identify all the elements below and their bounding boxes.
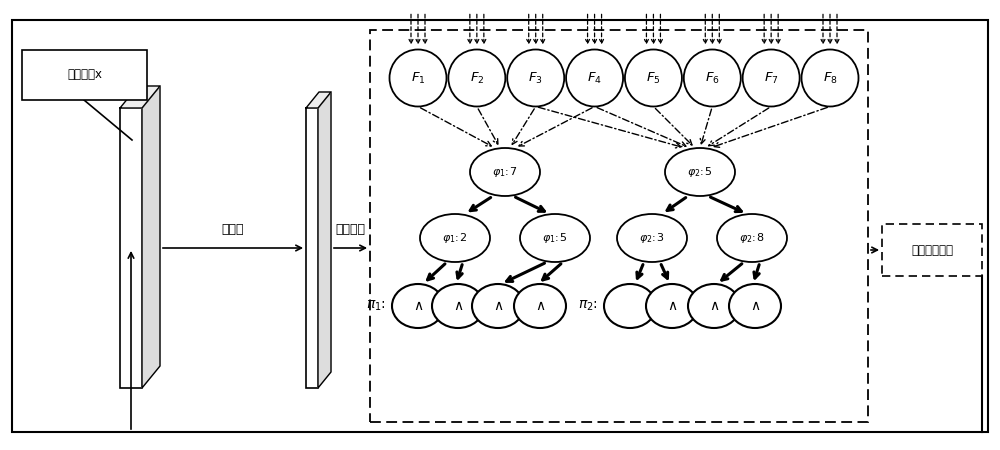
Text: $\wedge$: $\wedge$ — [493, 299, 503, 313]
Ellipse shape — [729, 284, 781, 328]
Ellipse shape — [604, 284, 656, 328]
Text: $F_7$: $F_7$ — [764, 71, 779, 86]
Bar — [882, 224, 982, 276]
Ellipse shape — [448, 50, 505, 107]
Text: $F_2$: $F_2$ — [470, 71, 484, 86]
Text: $F_8$: $F_8$ — [823, 71, 837, 86]
Ellipse shape — [472, 284, 524, 328]
Text: 全连接层: 全连接层 — [336, 223, 366, 236]
Text: 输入图像x: 输入图像x — [67, 68, 102, 81]
Bar — [370, 30, 868, 422]
Ellipse shape — [617, 214, 687, 262]
Text: $\wedge$: $\wedge$ — [750, 299, 760, 313]
Text: $\wedge$: $\wedge$ — [709, 299, 719, 313]
Polygon shape — [306, 92, 331, 108]
Text: $F_4$: $F_4$ — [587, 71, 602, 86]
Text: 自步学习框架: 自步学习框架 — [911, 243, 953, 256]
Ellipse shape — [688, 284, 740, 328]
Polygon shape — [142, 86, 160, 388]
Ellipse shape — [520, 214, 590, 262]
Text: $F_6$: $F_6$ — [705, 71, 720, 86]
Text: $\varphi_1\!:\!5$: $\varphi_1\!:\!5$ — [542, 231, 568, 245]
Ellipse shape — [717, 214, 787, 262]
Ellipse shape — [625, 50, 682, 107]
Ellipse shape — [566, 50, 623, 107]
Ellipse shape — [684, 50, 741, 107]
Ellipse shape — [743, 50, 800, 107]
Ellipse shape — [420, 214, 490, 262]
Polygon shape — [318, 92, 331, 388]
Text: $\wedge$: $\wedge$ — [453, 299, 463, 313]
Text: $\wedge$: $\wedge$ — [413, 299, 423, 313]
Text: $\varphi_1\!:\!2$: $\varphi_1\!:\!2$ — [442, 231, 468, 245]
Bar — [306, 108, 318, 388]
Text: $\pi_2$:: $\pi_2$: — [578, 299, 598, 313]
Ellipse shape — [665, 148, 735, 196]
Text: $\varphi_2\!:\!5$: $\varphi_2\!:\!5$ — [687, 165, 713, 179]
Ellipse shape — [646, 284, 698, 328]
Text: $\wedge$: $\wedge$ — [535, 299, 545, 313]
Text: $F_5$: $F_5$ — [646, 71, 661, 86]
Ellipse shape — [470, 148, 540, 196]
Polygon shape — [120, 86, 160, 108]
Text: $\wedge$: $\wedge$ — [667, 299, 677, 313]
Text: $\varphi_2\!:\!8$: $\varphi_2\!:\!8$ — [739, 231, 765, 245]
Ellipse shape — [390, 50, 446, 107]
Text: $\varphi_2\!:\!3$: $\varphi_2\!:\!3$ — [639, 231, 665, 245]
Ellipse shape — [392, 284, 444, 328]
Text: $F_1$: $F_1$ — [411, 71, 425, 86]
Ellipse shape — [432, 284, 484, 328]
Text: $\pi_1$:: $\pi_1$: — [366, 299, 386, 313]
Ellipse shape — [802, 50, 859, 107]
Ellipse shape — [514, 284, 566, 328]
Bar — [120, 108, 142, 388]
Text: $\varphi_1\!:\!7$: $\varphi_1\!:\!7$ — [492, 165, 518, 179]
Ellipse shape — [507, 50, 564, 107]
Text: $F_3$: $F_3$ — [528, 71, 543, 86]
Bar — [22, 50, 147, 100]
Text: 卷积层: 卷积层 — [222, 223, 244, 236]
